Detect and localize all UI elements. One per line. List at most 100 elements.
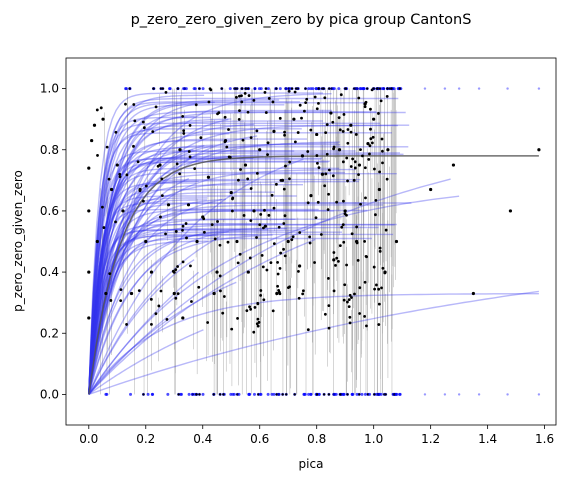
boundary-point	[229, 392, 233, 396]
boundary-point	[307, 87, 311, 91]
data-point	[337, 260, 340, 263]
fit-curve	[88, 92, 323, 395]
data-point	[285, 393, 288, 396]
data-point	[331, 174, 335, 178]
boundary-point	[253, 87, 257, 91]
data-point	[339, 93, 343, 97]
boundary-point	[374, 392, 378, 396]
boundary-point	[232, 392, 236, 396]
fit-curve	[88, 122, 380, 395]
boundary-point	[192, 87, 196, 91]
x-axis: 0.0 0.2 0.4 0.6 0.8 1.0 1.2 1.4 1.6	[79, 425, 554, 446]
boundary-point	[368, 392, 372, 396]
boundary-point	[360, 392, 364, 396]
data-point	[187, 150, 191, 153]
data-point	[359, 148, 362, 151]
x-tick-label: 0.6	[250, 432, 269, 446]
fit-curve	[88, 97, 399, 395]
boundary-point	[334, 392, 338, 396]
data-point	[345, 213, 348, 217]
data-point	[319, 233, 323, 236]
data-point	[159, 215, 162, 219]
data-point	[206, 321, 210, 324]
y-tick-label: 0.8	[40, 143, 59, 157]
data-point	[248, 256, 252, 260]
data-point	[253, 306, 257, 309]
data-point	[316, 161, 319, 165]
data-point	[114, 130, 118, 134]
data-point	[144, 239, 148, 244]
data-point	[165, 317, 169, 321]
data-point	[357, 393, 361, 396]
data-point	[326, 208, 330, 212]
data-point	[394, 239, 399, 244]
data-point	[144, 184, 148, 188]
data-point	[343, 283, 347, 287]
data-point	[178, 148, 182, 152]
boundary-point	[166, 392, 170, 396]
data-point	[327, 276, 330, 280]
data-point	[235, 239, 239, 244]
data-point	[377, 187, 381, 192]
data-point	[260, 253, 264, 257]
data-point	[102, 226, 106, 229]
data-point	[275, 182, 278, 186]
data-point	[369, 107, 372, 111]
boundary-point	[537, 393, 541, 396]
data-point	[230, 327, 234, 331]
data-point	[300, 154, 305, 158]
data-point	[176, 292, 180, 296]
data-point	[118, 172, 122, 176]
data-point	[125, 323, 128, 326]
data-point	[359, 202, 362, 206]
data-point	[374, 213, 377, 217]
boundary-point	[201, 392, 205, 396]
boundary-point	[457, 87, 461, 90]
data-point	[276, 284, 279, 288]
fit-curve	[88, 178, 361, 395]
data-point	[304, 101, 308, 105]
data-point	[223, 115, 227, 119]
fit-curve	[88, 195, 460, 395]
data-point	[160, 194, 164, 198]
data-point	[249, 187, 253, 190]
boundary-point	[201, 87, 205, 91]
data-point	[195, 239, 199, 244]
data-point	[154, 105, 158, 109]
data-point	[320, 172, 324, 176]
data-point	[290, 238, 294, 242]
boundary-point	[311, 87, 315, 91]
data-point	[272, 129, 276, 133]
boundary-point	[284, 87, 288, 91]
data-point	[210, 223, 214, 227]
fit-curve	[88, 188, 253, 395]
data-point	[398, 87, 401, 90]
data-point	[357, 96, 361, 100]
data-point	[263, 90, 267, 94]
data-point	[353, 292, 356, 296]
data-point	[215, 270, 219, 274]
boundary-point	[317, 392, 321, 396]
data-point	[136, 160, 140, 164]
data-point	[290, 87, 294, 90]
boundary-point	[266, 392, 270, 396]
data-point	[270, 193, 274, 197]
data-point	[264, 87, 268, 90]
boundary-point	[237, 392, 241, 396]
data-point	[263, 224, 268, 228]
data-point	[252, 209, 256, 213]
data-point	[380, 286, 383, 290]
data-point	[335, 256, 339, 260]
data-point	[255, 171, 259, 175]
data-point	[283, 254, 287, 258]
data-point	[377, 323, 381, 326]
data-point	[202, 230, 206, 234]
data-point	[508, 209, 513, 213]
data-point	[87, 166, 91, 170]
fit-curve	[88, 202, 412, 395]
data-point	[164, 232, 167, 236]
boundary-point	[477, 393, 481, 396]
data-point	[283, 214, 287, 218]
data-point	[354, 133, 358, 136]
data-point	[372, 265, 376, 269]
